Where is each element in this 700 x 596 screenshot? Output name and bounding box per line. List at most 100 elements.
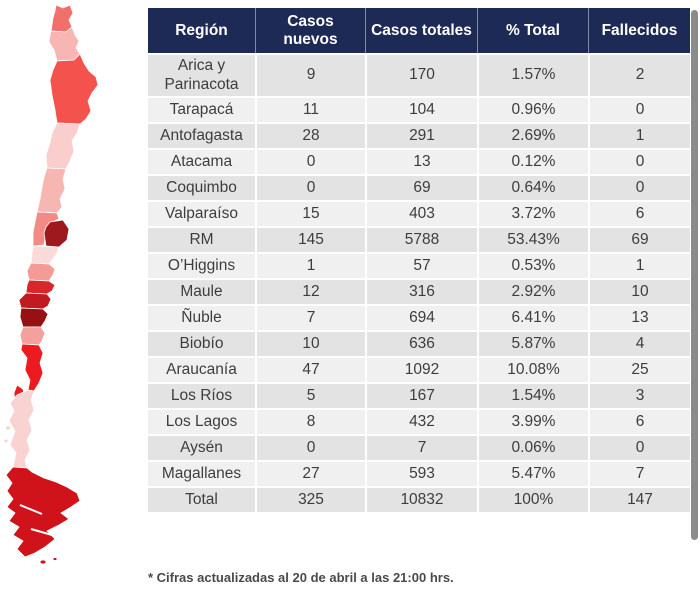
- cell-region: Biobío: [148, 330, 255, 357]
- cell-region: Valparaíso: [148, 200, 255, 227]
- cell-pct-total: 5.87%: [477, 330, 588, 357]
- map-islet-magallanes-1: [39, 559, 47, 565]
- cell-region: Magallanes: [148, 460, 255, 487]
- cell-pct-total: 3.72%: [477, 200, 588, 227]
- map-region-magallanes: [5, 466, 81, 558]
- cell-casos-nuevos: 12: [255, 278, 365, 305]
- map-islet-aysen-1: [5, 425, 11, 431]
- cell-fallecidos: 1: [588, 122, 690, 149]
- cell-casos-nuevos: 325: [255, 486, 365, 513]
- table-row-atacama: Atacama 0 13 0.12% 0: [148, 148, 690, 175]
- map-region-coquimbo: [36, 167, 67, 214]
- map-channel-lines: [19, 504, 53, 536]
- cell-fallecidos: 25: [588, 356, 690, 383]
- cell-fallecidos: 6: [588, 408, 690, 435]
- table-row-antofagasta: Antofagasta 28 291 2.69% 1: [148, 122, 690, 149]
- cell-pct-total: 1.54%: [477, 382, 588, 409]
- cell-region: Arica y Parinacota: [148, 53, 255, 97]
- cell-casos-totales: 167: [365, 382, 477, 409]
- cell-casos-totales: 593: [365, 460, 477, 487]
- col-header-casos-nuevos: Casos nuevos: [255, 8, 365, 53]
- update-note: * Cifras actualizadas al 20 de abril a l…: [148, 570, 454, 585]
- cell-region: Antofagasta: [148, 122, 255, 149]
- map-region-aysen: [8, 389, 35, 469]
- cell-region: Total: [148, 486, 255, 513]
- table-row-maule: Maule 12 316 2.92% 10: [148, 278, 690, 305]
- cell-fallecidos: 6: [588, 200, 690, 227]
- cell-fallecidos: 13: [588, 304, 690, 331]
- cell-pct-total: 6.41%: [477, 304, 588, 331]
- table-row-los-lagos: Los Lagos 8 432 3.99% 6: [148, 408, 690, 435]
- cell-pct-total: 53.43%: [477, 226, 588, 253]
- cell-region: Aysén: [148, 434, 255, 461]
- cell-region: Los Ríos: [148, 382, 255, 409]
- cell-casos-nuevos: 0: [255, 174, 365, 201]
- cell-region: Atacama: [148, 148, 255, 175]
- table-row-arica-y-parinacota: Arica y Parinacota 9 170 1.57% 2: [148, 53, 690, 97]
- cell-casos-nuevos: 9: [255, 53, 365, 97]
- cell-casos-totales: 7: [365, 434, 477, 461]
- scrollbar-thumb[interactable]: [691, 10, 698, 540]
- cell-pct-total: 0.53%: [477, 252, 588, 279]
- cell-pct-total: 3.99%: [477, 408, 588, 435]
- map-region-rm: [43, 219, 70, 248]
- map-region-los-rios: [19, 326, 46, 346]
- cell-casos-totales: 432: [365, 408, 477, 435]
- cell-casos-totales: 1092: [365, 356, 477, 383]
- cell-casos-nuevos: 5: [255, 382, 365, 409]
- cell-pct-total: 0.96%: [477, 96, 588, 123]
- cell-casos-nuevos: 28: [255, 122, 365, 149]
- map-islet-aysen-2: [3, 438, 9, 444]
- cell-pct-total: 1.57%: [477, 53, 588, 97]
- cell-pct-total: 0.06%: [477, 434, 588, 461]
- table-header-row: Región Casos nuevos Casos totales % Tota…: [148, 8, 690, 53]
- cell-fallecidos: 147: [588, 486, 690, 513]
- table-row-total: Total 325 10832 100% 147: [148, 486, 690, 513]
- map-region-arica-y-parinacota: [50, 4, 74, 33]
- cell-pct-total: 2.92%: [477, 278, 588, 305]
- table-row-aysen: Aysén 0 7 0.06% 0: [148, 434, 690, 461]
- cell-casos-nuevos: 7: [255, 304, 365, 331]
- map-region-antofagasta: [49, 53, 99, 125]
- map-region-ohiggins: [30, 245, 60, 265]
- table-row-nuble: Ñuble 7 694 6.41% 13: [148, 304, 690, 331]
- table-row-magallanes: Magallanes 27 593 5.47% 7: [148, 460, 690, 487]
- map-region-maule: [26, 262, 56, 282]
- cell-casos-nuevos: 10: [255, 330, 365, 357]
- table-row-rm: RM 145 5788 53.43% 69: [148, 226, 690, 253]
- cell-casos-nuevos: 1: [255, 252, 365, 279]
- cell-pct-total: 2.69%: [477, 122, 588, 149]
- table-row-tarapaca: Tarapacá 11 104 0.96% 0: [148, 96, 690, 123]
- map-region-tarapaca: [48, 26, 81, 62]
- col-header-casos-totales: Casos totales: [365, 8, 477, 53]
- cell-casos-totales: 636: [365, 330, 477, 357]
- cell-region: Coquimbo: [148, 174, 255, 201]
- cell-casos-nuevos: 11: [255, 96, 365, 123]
- cell-fallecidos: 0: [588, 174, 690, 201]
- cell-casos-nuevos: 0: [255, 148, 365, 175]
- cell-casos-nuevos: 8: [255, 408, 365, 435]
- table-row-araucania: Araucanía 47 1092 10.08% 25: [148, 356, 690, 383]
- cell-region: Ñuble: [148, 304, 255, 331]
- col-header-pct-total: % Total: [477, 8, 588, 53]
- cell-region: Los Lagos: [148, 408, 255, 435]
- cell-fallecidos: 0: [588, 434, 690, 461]
- cell-fallecidos: 10: [588, 278, 690, 305]
- chile-map: [3, 4, 99, 565]
- cell-fallecidos: 3: [588, 382, 690, 409]
- cell-fallecidos: 1: [588, 252, 690, 279]
- map-region-atacama: [45, 122, 81, 170]
- cell-pct-total: 5.47%: [477, 460, 588, 487]
- cell-casos-totales: 10832: [365, 486, 477, 513]
- table-row-los-rios: Los Ríos 5 167 1.54% 3: [148, 382, 690, 409]
- cell-casos-totales: 316: [365, 278, 477, 305]
- cell-fallecidos: 7: [588, 460, 690, 487]
- cell-casos-nuevos: 145: [255, 226, 365, 253]
- map-region-los-lagos: [20, 343, 44, 392]
- cell-fallecidos: 69: [588, 226, 690, 253]
- cell-pct-total: 0.12%: [477, 148, 588, 175]
- cell-casos-nuevos: 47: [255, 356, 365, 383]
- cell-casos-totales: 13: [365, 148, 477, 175]
- cell-region: Tarapacá: [148, 96, 255, 123]
